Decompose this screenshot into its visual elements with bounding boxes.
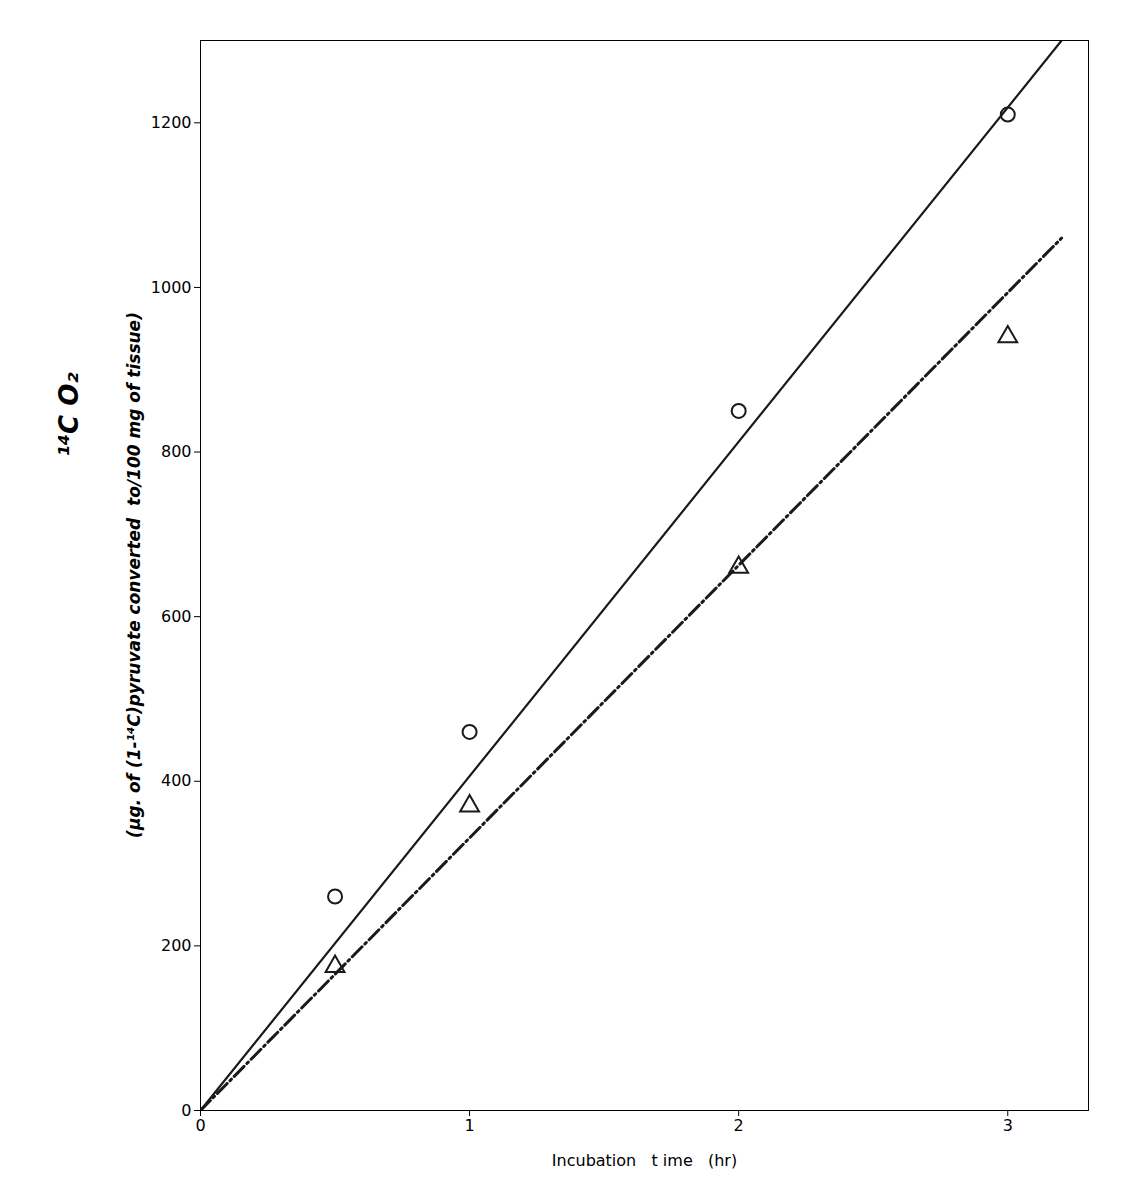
svg-text:3: 3 [1003,1116,1013,1135]
svg-text:200: 200 [161,936,192,955]
svg-text:1200: 1200 [151,113,192,132]
svg-text:1: 1 [464,1116,474,1135]
svg-text:800: 800 [161,442,192,461]
svg-text:¹⁴C O₂: ¹⁴C O₂ [54,372,84,457]
svg-text:2: 2 [734,1116,744,1135]
svg-text:400: 400 [161,771,192,790]
svg-text:(μg. of (1-¹⁴C)pyruvate conver: (μg. of (1-¹⁴C)pyruvate converted to/100… [124,312,144,838]
svg-text:Incubation t ime (hr): Incubation t ime (hr) [552,1151,737,1170]
svg-text:0: 0 [181,1101,191,1120]
svg-text:1000: 1000 [151,278,192,297]
svg-text:0: 0 [195,1116,205,1135]
svg-text:600: 600 [161,607,192,626]
